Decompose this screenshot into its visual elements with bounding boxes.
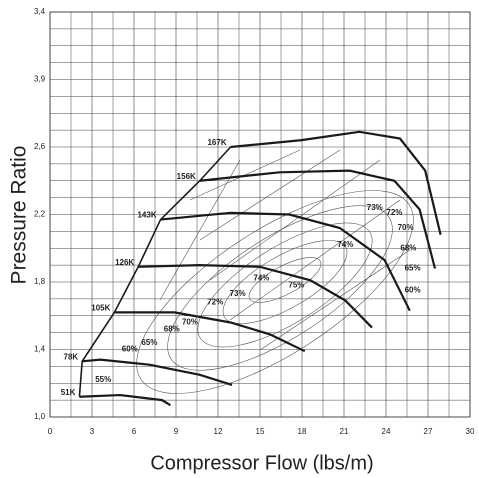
speed-label: 126K (115, 258, 134, 267)
plot-frame (49, 11, 471, 418)
speed-label: 143K (137, 211, 156, 220)
y-tick-label: 2,2 (34, 210, 46, 219)
efficiency-label: 68% (400, 243, 416, 252)
speed-label: 156K (177, 172, 196, 181)
speed-line (230, 130, 442, 236)
speed-label: 78K (64, 352, 79, 361)
y-tick-label: 3,9 (34, 75, 46, 84)
efficiency-label: 73% (367, 203, 383, 212)
efficiency-label: 60% (122, 345, 138, 354)
efficiency-label: 68% (164, 324, 180, 333)
x-tick-label: 0 (48, 427, 53, 436)
y-tick-label: 1,4 (34, 345, 46, 354)
speed-line (199, 169, 437, 269)
efficiency-label: 72% (207, 297, 223, 306)
efficiency-label: 73% (230, 289, 246, 298)
speed-label: 51K (61, 388, 76, 397)
speed-label: 105K (91, 303, 110, 312)
efficiency-label: 55% (95, 375, 111, 384)
efficiency-label: 72% (386, 208, 402, 217)
y-tick-label: 1,0 (34, 412, 46, 421)
x-tick-label: 30 (466, 427, 475, 436)
efficiency-label: 70% (398, 223, 414, 232)
speed-line (160, 211, 411, 312)
y-tick-label: 2,6 (34, 142, 46, 151)
x-tick-label: 18 (298, 427, 307, 436)
x-tick-label: 3 (90, 427, 95, 436)
x-tick-label: 21 (340, 427, 349, 436)
efficiency-label: 70% (182, 318, 198, 327)
efficiency-label: 75% (288, 280, 304, 289)
speed-line (114, 311, 306, 353)
speed-line (79, 393, 171, 407)
x-tick-label: 15 (256, 427, 265, 436)
efficiency-label: 60% (405, 286, 421, 295)
x-axis-title: Compressor Flow (lbs/m) (150, 452, 373, 474)
y-tick-label: 3,4 (34, 7, 46, 16)
efficiency-label: 74% (253, 274, 269, 283)
speed-line (82, 358, 233, 386)
y-axis-title: Pressure Ratio (8, 146, 31, 285)
x-tick-label: 9 (174, 427, 179, 436)
surge-line (78, 146, 232, 397)
x-tick-label: 24 (382, 427, 391, 436)
efficiency-label: 65% (141, 338, 157, 347)
efficiency-label: 74% (337, 240, 353, 249)
speed-line (138, 264, 373, 329)
x-tick-label: 12 (214, 427, 223, 436)
efficiency-label: 65% (405, 264, 421, 273)
x-tick-label: 6 (132, 427, 137, 436)
efficiency-contours (136, 149, 414, 394)
x-tick-label: 27 (424, 427, 433, 436)
speed-label: 167K (207, 138, 226, 147)
y-tick-label: 1,8 (34, 277, 46, 286)
